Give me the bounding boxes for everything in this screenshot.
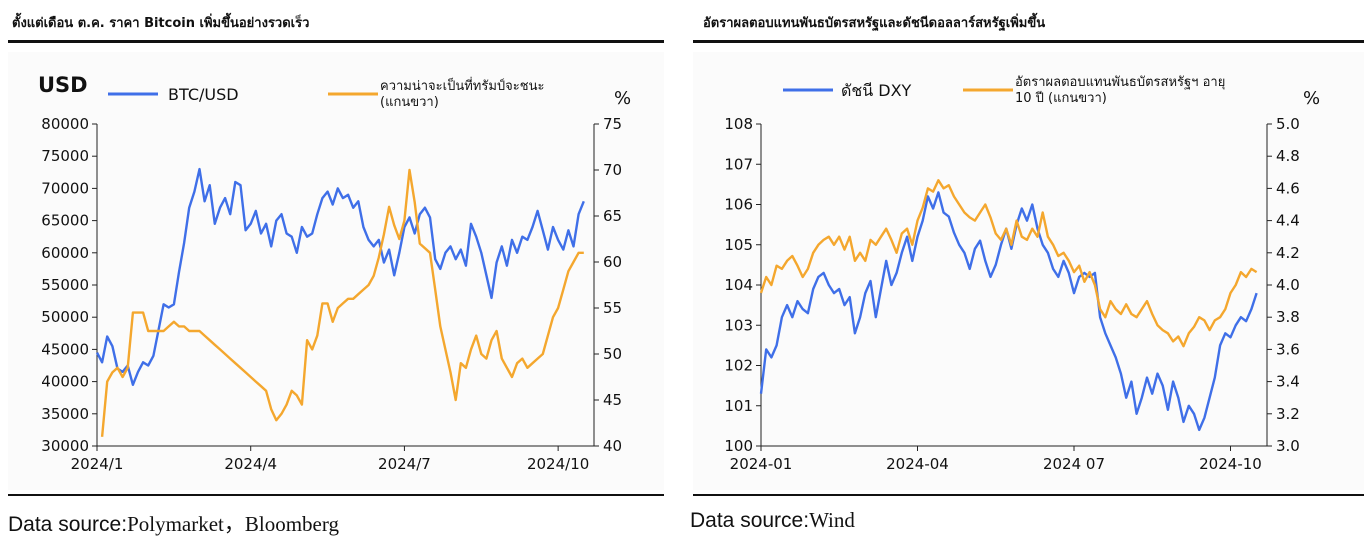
- right-top-rule: [693, 40, 1364, 43]
- legend-label-2: (แกนขวา): [380, 95, 439, 110]
- left-y-tick-label: 55000: [41, 276, 89, 294]
- left-y-tick-label: 103: [724, 316, 753, 334]
- right-y-tick-label: 70: [603, 161, 622, 179]
- left-y-tick-label: 104: [724, 276, 753, 294]
- legend-label: ดัชนี DXY: [841, 81, 912, 100]
- left-y-tick-label: 45000: [41, 340, 89, 358]
- right-chart-svg: 100 101 102 103 104 105 106 107 108 3.0 3.2 3.4 3.6 3…: [724, 75, 1320, 473]
- left-y-tick-label: 60000: [41, 244, 89, 262]
- right-chart-title: อัตราผลตอบแทนพันธบัตรสหรัฐและดัชนีดอลลาร…: [703, 16, 1046, 31]
- right-y-tick-label: 4.0: [1276, 276, 1300, 294]
- x-tick-label: 2024/1: [71, 455, 124, 473]
- right-chart-area: 100 101 102 103 104 105 106 107 108 3.0 3.2 3.4 3.6 3…: [693, 52, 1364, 490]
- left-chart-svg: 30000 35000 40000 45000 50000 55000 60000 65000…: [38, 73, 631, 473]
- right-axis-unit: %: [614, 88, 631, 109]
- right-y-tick-label: 3.8: [1276, 308, 1300, 326]
- right-y-tick-label: 40: [603, 437, 622, 455]
- right-y-tick-label: 4.8: [1276, 147, 1300, 165]
- right-y-tick-label: 3.6: [1276, 340, 1300, 358]
- legend-label: BTC/USD: [168, 85, 239, 104]
- x-tick-label: 2024 07: [1043, 455, 1105, 473]
- x-tick-label: 2024-01: [730, 455, 793, 473]
- left-y-tick-label: 50000: [41, 308, 89, 326]
- right-y-tick-label: 75: [603, 115, 622, 133]
- left-bottom-rule: [8, 494, 664, 496]
- series-line-right: [100, 168, 584, 437]
- left-source-value: Polymarket，Bloomberg: [127, 512, 339, 536]
- right-data-source: Data source:Wind: [690, 508, 855, 533]
- series-line-right: [759, 179, 1258, 348]
- x-tick-label: 2024-10: [1199, 455, 1262, 473]
- left-y-tick-label: 106: [724, 196, 753, 214]
- left-axis-unit: USD: [38, 73, 88, 97]
- right-y-tick-label: 3.0: [1276, 437, 1300, 455]
- x-tick-label: 2024/10: [527, 455, 589, 473]
- right-y-tick-label: 60: [603, 253, 622, 271]
- right-y-tick-label: 65: [603, 207, 622, 225]
- legend-label-2: 10 ปี (แกนขวา): [1015, 90, 1107, 106]
- right-y-tick-label: 50: [603, 345, 622, 363]
- left-y-tick-label: 101: [724, 397, 753, 415]
- left-y-tick-label: 80000: [41, 115, 89, 133]
- right-bottom-rule: [693, 494, 1364, 496]
- x-tick-label: 2024/7: [378, 455, 431, 473]
- left-chart-area: 30000 35000 40000 45000 50000 55000 60000 65000…: [8, 52, 664, 490]
- right-y-tick-label: 45: [603, 391, 622, 409]
- x-tick-label: 2024-04: [886, 455, 949, 473]
- series-line-left: [95, 167, 585, 386]
- left-y-tick-label: 65000: [41, 212, 89, 230]
- right-y-tick-label: 3.2: [1276, 405, 1300, 423]
- left-y-tick-label: 70000: [41, 179, 89, 197]
- series-line-left: [759, 191, 1258, 432]
- right-y-tick-label: 4.6: [1276, 179, 1300, 197]
- left-source-label: Data source:: [8, 513, 128, 536]
- left-y-tick-label: 40000: [41, 373, 89, 391]
- right-axis-unit: %: [1303, 88, 1320, 109]
- right-source-label: Data source:: [690, 509, 810, 532]
- right-source-value: Wind: [809, 508, 855, 532]
- right-y-tick-label: 3.4: [1276, 373, 1300, 391]
- left-y-tick-label: 100: [724, 437, 753, 455]
- right-y-tick-label: 5.0: [1276, 115, 1300, 133]
- left-y-tick-label: 35000: [41, 405, 89, 423]
- left-y-tick-label: 105: [724, 236, 753, 254]
- x-tick-label: 2024/4: [224, 455, 277, 473]
- left-top-rule: [8, 40, 664, 43]
- legend-label: อัตราผลตอบแทนพันธบัตรสหรัฐฯ อายุ: [1015, 75, 1225, 90]
- right-y-tick-label: 55: [603, 299, 622, 317]
- left-chart-title: ตั้งแต่เดือน ต.ค. ราคา Bitcoin เพิ่มขึ้น…: [12, 16, 310, 31]
- right-y-tick-label: 4.4: [1276, 212, 1300, 230]
- legend-label: ความน่าจะเป็นที่ทรัมป์จะชนะ: [380, 76, 544, 94]
- left-y-tick-label: 108: [724, 115, 753, 133]
- right-y-tick-label: 4.2: [1276, 244, 1300, 262]
- left-data-source: Data source:Polymarket，Bloomberg: [8, 508, 339, 538]
- left-y-tick-label: 75000: [41, 147, 89, 165]
- left-y-tick-label: 30000: [41, 437, 89, 455]
- left-y-tick-label: 107: [724, 155, 753, 173]
- left-y-tick-label: 102: [724, 357, 753, 375]
